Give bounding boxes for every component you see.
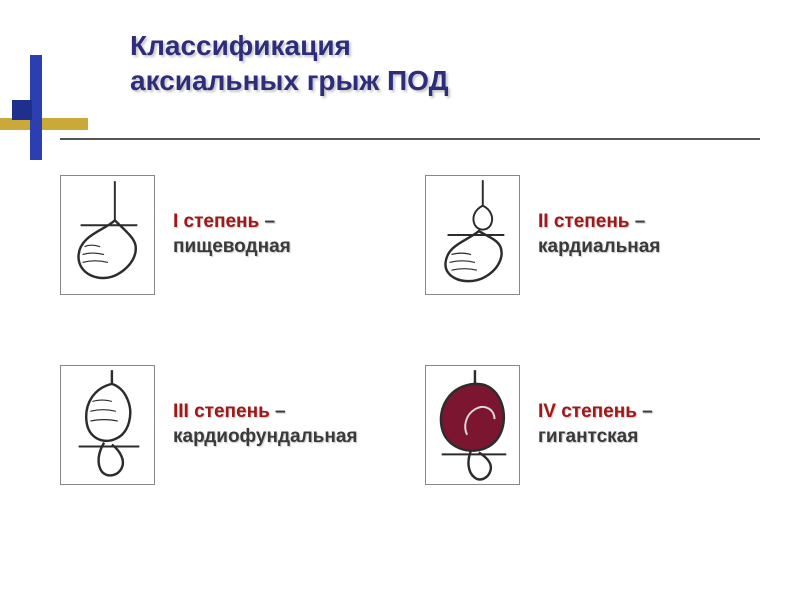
decor-v-bar	[30, 55, 42, 160]
stage-4-degree: IV степень	[538, 401, 637, 422]
stage-4: IV степень – гигантская	[425, 365, 760, 485]
stage-1-label: I степень – пищеводная	[173, 210, 291, 259]
title-line-2: аксиальных грыж ПОД	[130, 63, 449, 98]
stage-3-label: III степень – кардиофундальная	[173, 400, 357, 449]
stage-3: III степень – кардиофундальная	[60, 365, 395, 485]
stage-3-name: кардиофундальная	[173, 426, 357, 447]
stage-2-label: II степень – кардиальная	[538, 210, 660, 259]
stage-4-label: IV степень – гигантская	[538, 400, 653, 449]
stage-4-name: гигантская	[538, 426, 638, 447]
stage-1-name: пищеводная	[173, 236, 291, 257]
classification-grid: I степень – пищеводная II степень –	[60, 175, 760, 485]
stage-2-dash: –	[635, 211, 646, 232]
corner-decoration	[0, 0, 100, 160]
title-line-1: Классификация	[130, 28, 449, 63]
stage-2: II степень – кардиальная	[425, 175, 760, 295]
stage-2-diagram	[425, 175, 520, 295]
stage-1-degree: I степень	[173, 211, 259, 232]
stage-3-diagram	[60, 365, 155, 485]
divider	[60, 138, 760, 140]
page-title: Классификация аксиальных грыж ПОД	[130, 28, 449, 98]
stage-3-degree: III степень	[173, 401, 270, 422]
decor-h-bar	[0, 118, 88, 130]
stage-4-diagram	[425, 365, 520, 485]
decor-square	[12, 100, 32, 120]
stage-1-diagram	[60, 175, 155, 295]
stage-1: I степень – пищеводная	[60, 175, 395, 295]
stage-1-dash: –	[264, 211, 275, 232]
stage-4-dash: –	[642, 401, 653, 422]
stage-2-name: кардиальная	[538, 236, 660, 257]
stage-2-degree: II степень	[538, 211, 629, 232]
stage-3-dash: –	[275, 401, 286, 422]
